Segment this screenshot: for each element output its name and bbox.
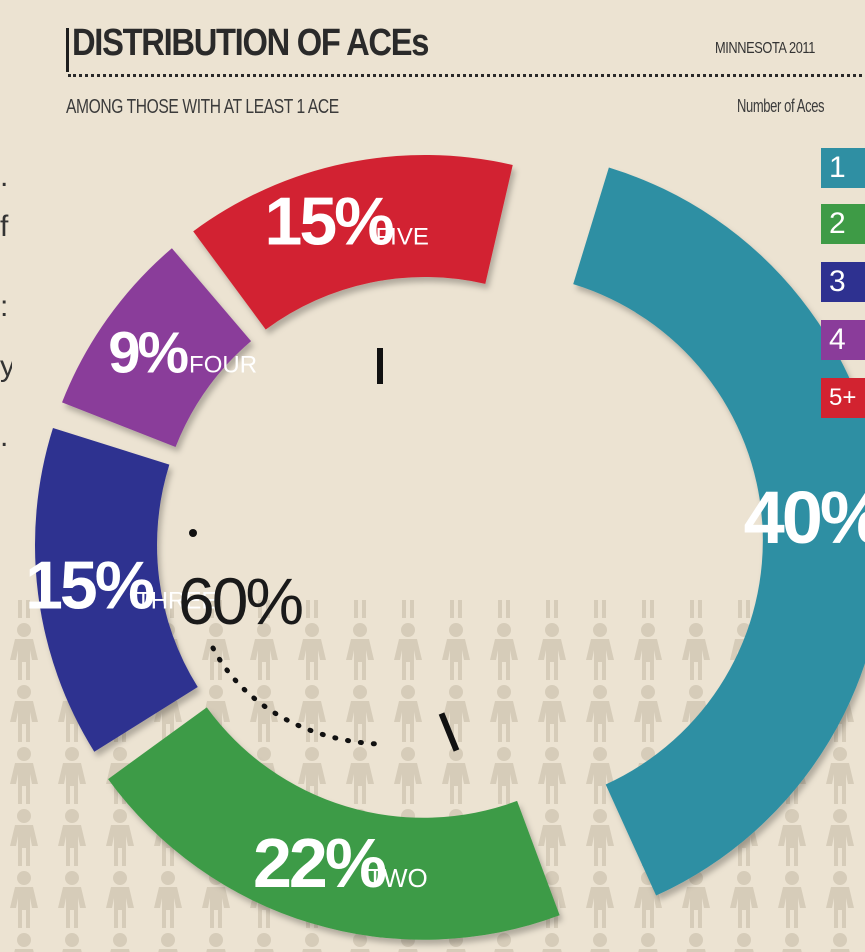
title-cursor-bar (66, 28, 69, 72)
donut-slice-four (62, 248, 252, 447)
slice-label-one: 40%ONE (744, 476, 865, 559)
donut-slices (35, 154, 865, 940)
annotation-marks (189, 348, 460, 752)
slice-word-three: THREE (136, 587, 217, 614)
left-text-fragment: f (0, 210, 9, 243)
chart-subtitle: AMONG THOSE WITH AT LEAST 1 ACE (66, 96, 339, 118)
legend-item-2: 2 (821, 204, 865, 244)
donut-slice-two (108, 707, 560, 940)
slice-word-five: FIVE (375, 224, 428, 251)
slice-label-three: 15%THREE (25, 547, 217, 623)
slice-percent-four: 9% (108, 321, 188, 386)
left-text-fragment: : (0, 290, 9, 323)
center-annotation-label: 60% (178, 564, 302, 638)
dotted-divider (68, 74, 865, 77)
legend-title: Number of Aces (737, 96, 825, 116)
slice-percent-one: 40% (744, 476, 865, 559)
legend-item-5-plus: 5+ (821, 378, 865, 418)
annotation-dotted-arc (210, 645, 381, 747)
left-text-fragment: y (0, 350, 12, 383)
tick-mark-top (377, 348, 383, 384)
slice-label-two: 22%TWO (253, 824, 428, 902)
location-year-label: MINNESOTA 2011 (715, 40, 815, 57)
legend-item-4: 4 (821, 320, 865, 360)
annotation-dot (189, 529, 197, 537)
legend-item-3: 3 (821, 262, 865, 302)
left-text-fragment: . (0, 420, 9, 453)
donut-slice-one (573, 167, 865, 896)
tick-mark-bottom (438, 712, 460, 752)
chart-title: DISTRIBUTION OF ACEs (72, 22, 429, 64)
left-text-fragment: . (0, 160, 9, 193)
slice-percent-two: 22% (253, 824, 386, 902)
slice-word-one: ONE (864, 519, 865, 549)
slice-label-five: 15%FIVE (265, 184, 429, 260)
slice-label-four: 9% FOUR (108, 321, 257, 386)
slice-word-four: FOUR (189, 352, 257, 379)
donut-slice-three (35, 428, 198, 752)
slice-percent-five: 15% (265, 184, 394, 260)
slice-percent-three: 15% (25, 547, 154, 623)
slice-word-two: TWO (367, 863, 428, 893)
donut-slice-five (193, 154, 513, 330)
legend-item-1: 1 (821, 148, 865, 188)
